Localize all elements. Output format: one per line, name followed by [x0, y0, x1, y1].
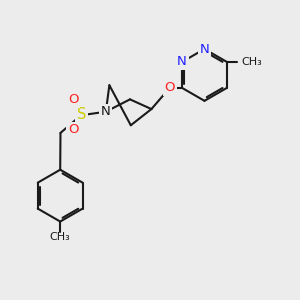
Text: S: S — [77, 107, 86, 122]
Text: N: N — [177, 56, 187, 68]
Text: N: N — [200, 43, 209, 56]
Text: CH₃: CH₃ — [50, 232, 70, 242]
Text: CH₃: CH₃ — [242, 57, 262, 67]
Text: O: O — [68, 124, 79, 136]
Text: O: O — [164, 81, 175, 94]
Text: O: O — [68, 93, 79, 106]
Text: N: N — [101, 105, 111, 118]
